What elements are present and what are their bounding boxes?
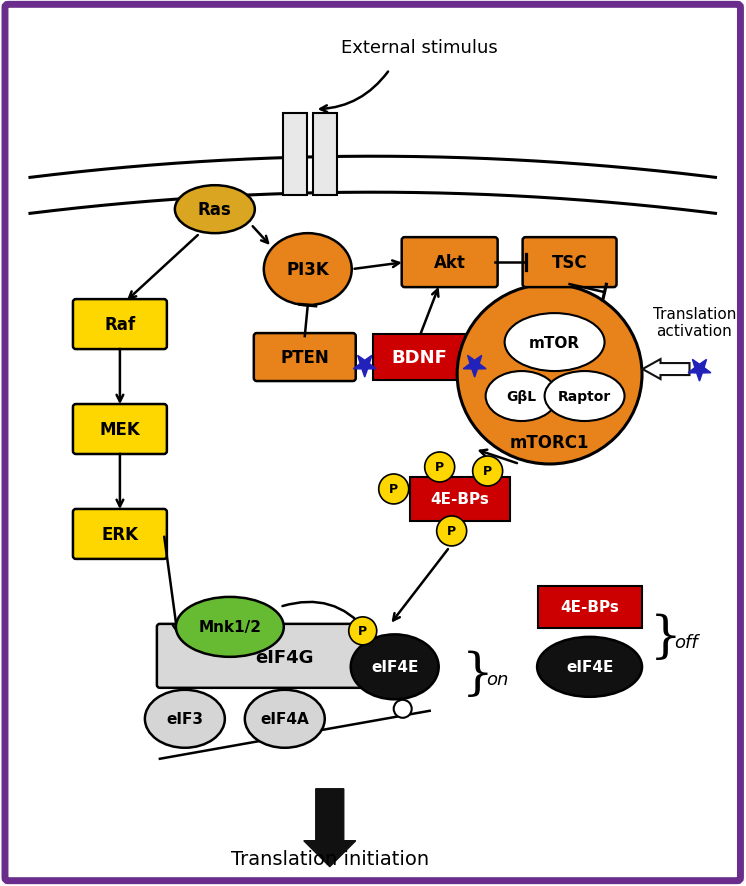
Text: MEK: MEK bbox=[99, 421, 140, 439]
Polygon shape bbox=[688, 360, 711, 382]
Ellipse shape bbox=[457, 284, 642, 464]
Text: P: P bbox=[358, 625, 367, 638]
Ellipse shape bbox=[504, 314, 604, 371]
Text: }: } bbox=[650, 612, 681, 662]
Text: GβL: GβL bbox=[507, 390, 536, 404]
Ellipse shape bbox=[436, 517, 467, 547]
FancyBboxPatch shape bbox=[157, 624, 373, 688]
Ellipse shape bbox=[245, 690, 325, 748]
FancyBboxPatch shape bbox=[523, 237, 616, 288]
Ellipse shape bbox=[351, 634, 439, 700]
Text: PTEN: PTEN bbox=[280, 349, 329, 367]
Text: eIF4E: eIF4E bbox=[371, 659, 419, 674]
Text: Translation
activation: Translation activation bbox=[653, 307, 736, 339]
Text: P: P bbox=[389, 483, 398, 496]
Text: on: on bbox=[486, 670, 509, 688]
Text: 4E-BPs: 4E-BPs bbox=[430, 492, 489, 507]
Text: }: } bbox=[462, 649, 493, 699]
FancyBboxPatch shape bbox=[254, 334, 356, 382]
Text: eIF4A: eIF4A bbox=[260, 711, 309, 727]
Text: External stimulus: External stimulus bbox=[342, 39, 498, 58]
Polygon shape bbox=[463, 356, 486, 377]
FancyBboxPatch shape bbox=[373, 335, 467, 381]
Ellipse shape bbox=[145, 690, 225, 748]
Ellipse shape bbox=[348, 618, 377, 645]
FancyBboxPatch shape bbox=[410, 478, 510, 521]
Text: PI3K: PI3K bbox=[286, 260, 329, 279]
FancyBboxPatch shape bbox=[73, 509, 167, 559]
Ellipse shape bbox=[379, 474, 409, 504]
Text: eIF4G: eIF4G bbox=[256, 649, 314, 666]
Text: Akt: Akt bbox=[433, 254, 466, 272]
Polygon shape bbox=[354, 356, 376, 377]
Text: eIF4E: eIF4E bbox=[566, 659, 613, 674]
FancyBboxPatch shape bbox=[73, 405, 167, 455]
Ellipse shape bbox=[264, 234, 352, 306]
Text: ERK: ERK bbox=[101, 525, 139, 543]
Ellipse shape bbox=[537, 637, 642, 697]
Ellipse shape bbox=[176, 597, 283, 657]
FancyBboxPatch shape bbox=[401, 237, 498, 288]
Ellipse shape bbox=[545, 371, 624, 422]
Text: mTORC1: mTORC1 bbox=[510, 433, 589, 452]
FancyArrow shape bbox=[304, 789, 356, 867]
Text: Raptor: Raptor bbox=[558, 390, 611, 404]
Text: Ras: Ras bbox=[198, 201, 232, 219]
FancyBboxPatch shape bbox=[538, 587, 642, 628]
Ellipse shape bbox=[175, 186, 255, 234]
Ellipse shape bbox=[394, 700, 412, 718]
FancyBboxPatch shape bbox=[5, 5, 741, 881]
Text: P: P bbox=[435, 461, 444, 474]
Ellipse shape bbox=[486, 371, 557, 422]
Ellipse shape bbox=[424, 453, 454, 482]
Text: Mnk1/2: Mnk1/2 bbox=[198, 619, 261, 634]
Text: Translation initiation: Translation initiation bbox=[231, 850, 429, 868]
Text: mTOR: mTOR bbox=[529, 335, 580, 350]
Text: eIF3: eIF3 bbox=[166, 711, 204, 727]
Text: P: P bbox=[447, 525, 457, 538]
Text: 4E-BPs: 4E-BPs bbox=[560, 600, 619, 615]
Text: off: off bbox=[674, 633, 698, 651]
Text: BDNF: BDNF bbox=[392, 349, 448, 367]
FancyBboxPatch shape bbox=[73, 299, 167, 350]
Text: Raf: Raf bbox=[104, 315, 136, 334]
FancyBboxPatch shape bbox=[313, 114, 336, 196]
FancyArrow shape bbox=[642, 360, 689, 379]
FancyBboxPatch shape bbox=[283, 114, 307, 196]
Text: TSC: TSC bbox=[552, 254, 587, 272]
Ellipse shape bbox=[473, 456, 503, 486]
Text: P: P bbox=[483, 465, 492, 478]
